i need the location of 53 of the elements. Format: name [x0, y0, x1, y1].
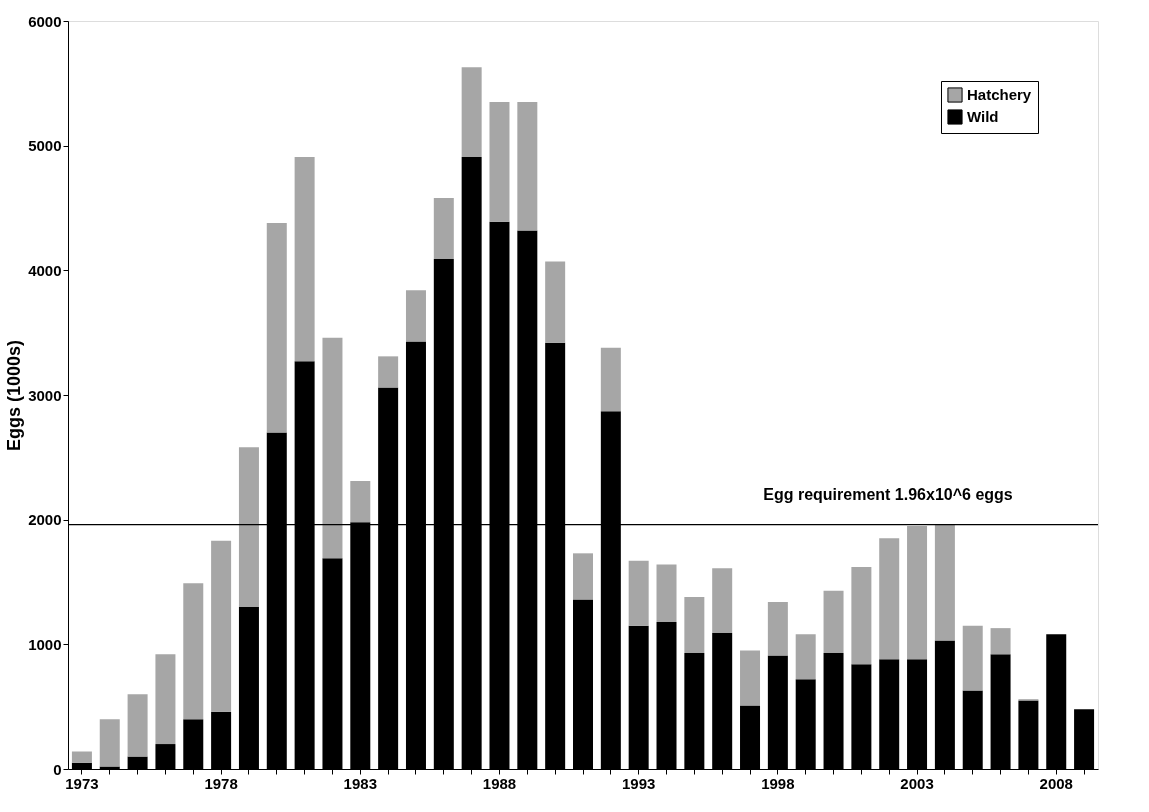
y-tick-label: 6000 [28, 12, 62, 30]
bar [740, 650, 761, 706]
y-tick-label: 5000 [28, 137, 62, 155]
bar [322, 337, 343, 559]
bar [489, 102, 510, 222]
y-tick-label: 3000 [28, 386, 62, 404]
x-tick-label: 2003 [900, 774, 934, 792]
bar [795, 634, 816, 680]
bar [962, 625, 983, 691]
x-tick-label: 1978 [204, 774, 238, 792]
bar [990, 628, 1011, 655]
y-tick-label: 0 [53, 760, 62, 778]
bar [294, 156, 315, 362]
bar [517, 102, 538, 231]
bar [461, 67, 482, 157]
bar [211, 540, 232, 712]
bar [350, 481, 371, 523]
bar [155, 654, 176, 745]
bar [405, 290, 426, 342]
bar [573, 553, 593, 600]
bar [684, 596, 705, 654]
bar [545, 261, 566, 343]
x-tick-label: 1993 [621, 774, 656, 792]
x-tick-label: 1988 [482, 774, 517, 792]
bar [71, 751, 92, 763]
x-tick-label: 2008 [1039, 774, 1073, 792]
bar [656, 564, 677, 622]
bar [600, 347, 621, 412]
bar [433, 198, 454, 260]
bar [238, 447, 259, 607]
bar [127, 694, 148, 757]
bar [851, 567, 872, 665]
bar [628, 560, 649, 626]
bar [934, 524, 955, 641]
y-axis-title: Eggs (1000s) [4, 339, 25, 452]
legend-label: Hatchery [967, 86, 1032, 103]
bar [99, 719, 120, 767]
ref-line-label: Egg requirement 1.96x10^6 eggs [763, 485, 1013, 503]
bar [767, 601, 788, 656]
bar [183, 583, 204, 720]
x-tick-label: 1998 [761, 774, 795, 792]
bar [823, 590, 844, 654]
legend-label: Wild [967, 108, 999, 125]
y-tick-label: 4000 [28, 261, 62, 279]
bar [266, 222, 287, 433]
x-tick-label: 1983 [343, 774, 377, 792]
bar [907, 525, 928, 660]
bar [378, 356, 399, 388]
bar [712, 568, 733, 634]
x-tick-label: 1973 [65, 774, 99, 792]
y-tick-label: 2000 [28, 511, 62, 529]
y-tick-label: 1000 [28, 635, 62, 653]
bar [879, 538, 900, 660]
